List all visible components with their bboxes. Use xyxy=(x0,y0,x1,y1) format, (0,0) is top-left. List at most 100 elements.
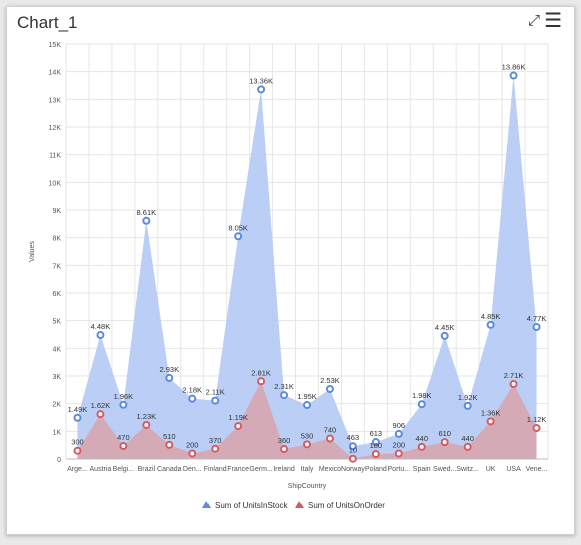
data-label: 4.85K xyxy=(481,312,501,321)
data-point[interactable] xyxy=(348,442,357,451)
data-point[interactable] xyxy=(165,373,174,382)
data-point[interactable] xyxy=(257,85,266,94)
data-label: 1.98K xyxy=(412,391,432,400)
data-label: 2.11K xyxy=(206,388,225,397)
data-point[interactable] xyxy=(234,422,243,431)
data-label: 1.23K xyxy=(137,412,157,421)
data-point[interactable] xyxy=(532,424,541,433)
data-point[interactable] xyxy=(119,441,128,450)
x-tick-label: Finland xyxy=(204,466,227,473)
data-point[interactable] xyxy=(280,391,289,400)
x-tick-label: Vene... xyxy=(526,466,548,473)
legend-swatch[interactable] xyxy=(295,501,304,508)
data-label: 1.19K xyxy=(228,413,248,422)
data-point[interactable] xyxy=(119,400,128,409)
data-label: 1.95K xyxy=(297,392,317,401)
y-tick-label: 0 xyxy=(57,457,61,464)
legend-swatch[interactable] xyxy=(202,501,211,508)
data-point[interactable] xyxy=(371,450,380,459)
y-tick-label: 11K xyxy=(49,153,61,160)
data-point[interactable] xyxy=(371,438,380,447)
expand-icon[interactable]: ⤢ xyxy=(527,12,540,29)
x-tick-label: Portu... xyxy=(388,466,411,473)
x-tick-label: Germ... xyxy=(249,466,272,473)
data-label: 1.96K xyxy=(114,392,134,401)
x-tick-label: Belgi... xyxy=(113,466,134,473)
data-point[interactable] xyxy=(188,394,197,403)
data-point[interactable] xyxy=(211,396,220,405)
data-label: 510 xyxy=(163,432,176,441)
data-point[interactable] xyxy=(463,442,472,451)
data-point[interactable] xyxy=(211,444,220,453)
data-point[interactable] xyxy=(394,449,403,458)
data-point[interactable] xyxy=(486,320,495,329)
data-label: 370 xyxy=(209,436,222,445)
data-point[interactable] xyxy=(142,420,151,429)
x-tick-label: Arge... xyxy=(67,466,88,473)
data-point[interactable] xyxy=(96,331,105,340)
data-point[interactable] xyxy=(394,429,403,438)
data-label: 10 xyxy=(349,446,357,455)
data-label: 610 xyxy=(438,429,451,438)
data-label: 463 xyxy=(347,433,360,442)
data-point[interactable] xyxy=(142,216,151,225)
x-tick-label: Austria xyxy=(90,466,112,473)
y-tick-label: 8K xyxy=(52,236,61,243)
data-point[interactable] xyxy=(417,400,426,409)
data-point[interactable] xyxy=(509,380,518,389)
data-point[interactable] xyxy=(532,323,541,332)
data-point[interactable] xyxy=(188,449,197,458)
data-point[interactable] xyxy=(303,440,311,449)
data-label: 2.31K xyxy=(274,382,294,391)
hamburger-menu-icon[interactable]: ☰ xyxy=(544,10,562,32)
x-tick-label: Ireland xyxy=(273,466,295,473)
data-point[interactable] xyxy=(303,401,311,410)
y-tick-label: 3K xyxy=(52,374,61,381)
series-area-2 xyxy=(77,381,537,459)
data-point[interactable] xyxy=(463,401,472,410)
x-tick-label: Italy xyxy=(301,466,314,473)
data-point[interactable] xyxy=(165,440,174,449)
y-tick-label: 5K xyxy=(52,319,61,326)
data-point[interactable] xyxy=(325,434,334,443)
y-tick-label: 7K xyxy=(52,263,61,270)
data-label: 360 xyxy=(278,436,291,445)
data-label: 180 xyxy=(370,441,383,450)
data-label: 4.48K xyxy=(91,322,111,331)
data-point[interactable] xyxy=(73,413,82,422)
data-label: 740 xyxy=(324,426,337,435)
x-tick-label: Poland xyxy=(365,466,387,473)
x-tick-label: France xyxy=(227,466,249,473)
legend-label[interactable]: Sum of UnitsOnOrder xyxy=(308,501,385,510)
data-point[interactable] xyxy=(440,331,449,340)
x-axis-title: ShipCountry xyxy=(288,483,327,490)
chart-title: Chart_1 xyxy=(17,13,78,32)
data-label: 440 xyxy=(416,434,429,443)
data-label: 13.36K xyxy=(249,76,273,85)
data-point[interactable] xyxy=(486,417,495,426)
data-label: 200 xyxy=(393,440,406,449)
data-label: 200 xyxy=(186,440,199,449)
data-point[interactable] xyxy=(73,446,82,455)
data-point[interactable] xyxy=(417,442,426,451)
data-point[interactable] xyxy=(509,71,518,80)
y-tick-label: 14K xyxy=(49,70,62,77)
data-label: 2.18K xyxy=(182,386,202,395)
data-point[interactable] xyxy=(234,232,243,241)
data-label: 2.71K xyxy=(504,371,524,380)
data-label: 2.53K xyxy=(320,376,340,385)
data-point[interactable] xyxy=(440,438,449,447)
data-point[interactable] xyxy=(257,377,266,386)
data-point[interactable] xyxy=(280,445,289,454)
data-label: 470 xyxy=(117,433,130,442)
x-tick-label: Switz... xyxy=(456,466,479,473)
data-label: 613 xyxy=(370,429,383,438)
data-point[interactable] xyxy=(348,454,357,463)
y-axis-title: Values xyxy=(29,241,36,262)
legend-label[interactable]: Sum of UnitsInStock xyxy=(215,501,288,510)
data-point[interactable] xyxy=(96,410,105,419)
data-point[interactable] xyxy=(325,385,334,394)
data-label: 1.92K xyxy=(458,393,478,402)
y-tick-label: 2K xyxy=(52,402,61,409)
x-tick-label: UK xyxy=(486,466,496,473)
